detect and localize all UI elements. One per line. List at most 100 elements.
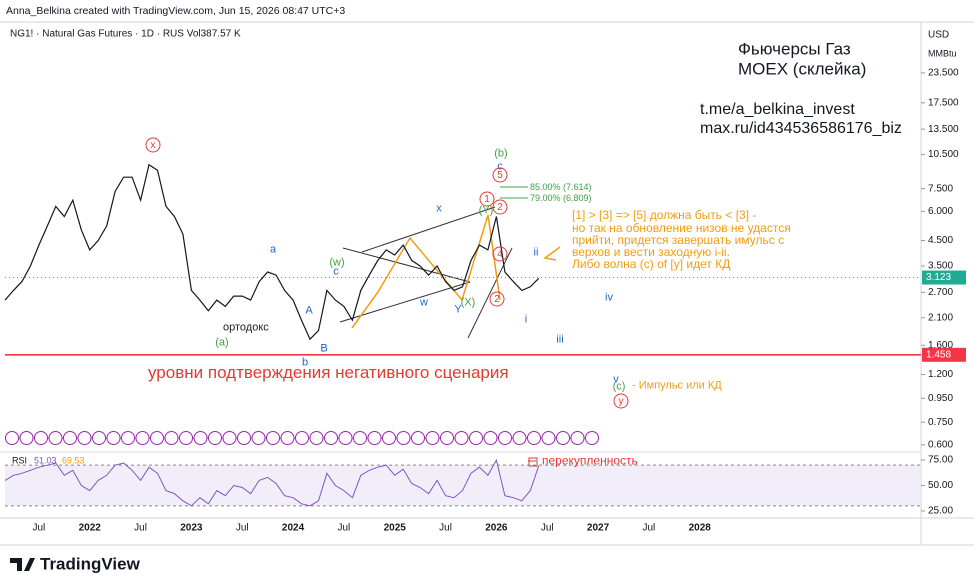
indicator-circle (208, 431, 222, 445)
annotation: ортодокс (223, 321, 269, 333)
y-tick-label: 2.700 (928, 287, 953, 298)
annotation: v (613, 373, 619, 385)
wave-comment: [1] > [3] => [5] должна быть < [3] - но … (572, 208, 791, 271)
y-tick-label: 1.600 (928, 340, 953, 351)
indicator-circle (121, 431, 135, 445)
annotation-circle (492, 246, 508, 262)
indicator-circle (135, 431, 150, 445)
rsi-reading: 51.03 (34, 455, 57, 465)
y-tick-label: 3.500 (928, 261, 953, 272)
y-tick-label: 23.500 (928, 68, 959, 79)
x-tick-label: 2026 (485, 523, 508, 534)
brand: TradingView (40, 554, 141, 573)
rsi-tick-label: 25.00 (928, 506, 953, 517)
unit: MMBtu (928, 48, 957, 58)
trend-line (467, 247, 513, 339)
indicator-circle (483, 431, 498, 445)
y-tick-label: 0.600 (928, 439, 953, 450)
indicator-circle (48, 431, 63, 445)
annotation: w (419, 296, 428, 308)
indicator-circle (193, 431, 208, 445)
annotation: a (270, 243, 277, 255)
comment-line: [1] > [3] => [5] должна быть < [3] - (572, 208, 756, 222)
x-tick-label: Jul (541, 523, 554, 534)
indicator-circle (295, 431, 309, 445)
rsi-tick-label: 50.00 (928, 480, 953, 491)
indicator-circle (498, 431, 512, 445)
indicator-circle (150, 431, 164, 445)
wave-zigzag (351, 214, 501, 329)
note-title: Фьючерсы Газ (738, 39, 851, 58)
rsi-line (4, 458, 540, 507)
indicator-circle (570, 431, 585, 445)
indicator-circle (338, 431, 353, 445)
x-tick-label: Jul (236, 523, 249, 534)
annotation-circle (492, 167, 508, 183)
annotation-circle (145, 137, 161, 153)
indicator-circle (164, 431, 179, 445)
annotation: iv (605, 291, 613, 303)
annotation: i (525, 313, 527, 325)
y-tick-label: 0.950 (928, 393, 953, 404)
y-tick-label: 4.500 (928, 235, 953, 246)
annotation: 5 (497, 170, 503, 181)
indicator-circle (425, 431, 440, 445)
annotation-circle (613, 393, 629, 409)
indicator-circle (251, 431, 266, 445)
indicator-circle (527, 431, 541, 445)
rsi-name: RSI (12, 455, 27, 465)
indicator-circle (353, 431, 367, 445)
x-tick-label: 2027 (587, 523, 610, 534)
annotation: уровни подтверждения негативного сценари… (148, 363, 509, 382)
indicator-circle (440, 431, 454, 445)
last_price-label: 3.123 (926, 272, 951, 283)
y-tick-label: 6.000 (928, 206, 953, 217)
annotation-circle (492, 199, 508, 215)
indicator-circle (411, 431, 425, 445)
indicator-circle (237, 431, 251, 445)
annotation: 85.00% (7.614) (530, 182, 592, 192)
indicator-circle (63, 431, 77, 445)
annotation: x (151, 140, 156, 151)
indicator-circle (556, 431, 570, 445)
annotation-circle (479, 191, 495, 207)
indicator-circle (34, 431, 48, 445)
annotation: b (302, 356, 308, 368)
x-tick-label: Jul (439, 523, 452, 534)
annotation: (Y) (479, 204, 494, 216)
comment-line: Либо волна (c) of [y] идет КД (572, 257, 730, 271)
annotation: y (619, 396, 624, 407)
y-tick-label: 10.500 (928, 149, 959, 160)
comment-line: но так на обновление низов не удастся (572, 221, 791, 235)
logo-mark (10, 558, 35, 571)
note-link: max.ru/id434536586176_biz (700, 120, 902, 137)
credit: Anna_Belkina created with TradingView.co… (6, 5, 345, 17)
annotation: (a) (215, 336, 228, 348)
currency: USD (928, 30, 949, 41)
annotation: ii (534, 246, 539, 258)
indicator-circle (106, 431, 121, 445)
annotation: Y (454, 303, 462, 315)
drawings (339, 186, 561, 467)
indicator-circle (19, 431, 34, 445)
last_price-box (922, 270, 966, 285)
x-tick-label: Jul (32, 523, 45, 534)
level-box (922, 347, 966, 362)
indicator-circle (396, 431, 411, 445)
annotation-circle (489, 291, 505, 307)
annotation: A (305, 304, 313, 316)
annotation: - Импульс или КД (632, 379, 722, 391)
indicator-circle (585, 431, 599, 445)
indicator-circle (541, 431, 556, 445)
x-tick-label: 2028 (689, 523, 712, 534)
indicator-circle (367, 431, 382, 445)
x-tick-label: Jul (642, 523, 655, 534)
indicator-circle (77, 431, 92, 445)
annotation: перекупленность (542, 454, 638, 468)
indicator-circle (266, 431, 280, 445)
y-tick-label: 1.200 (928, 369, 953, 380)
note-title: MOEX (склейка) (738, 59, 866, 78)
rsi-reading: 69.53 (62, 455, 85, 465)
comment-line: верхов и вести заходную i-ii. (572, 245, 730, 259)
annotation: x (436, 202, 442, 214)
